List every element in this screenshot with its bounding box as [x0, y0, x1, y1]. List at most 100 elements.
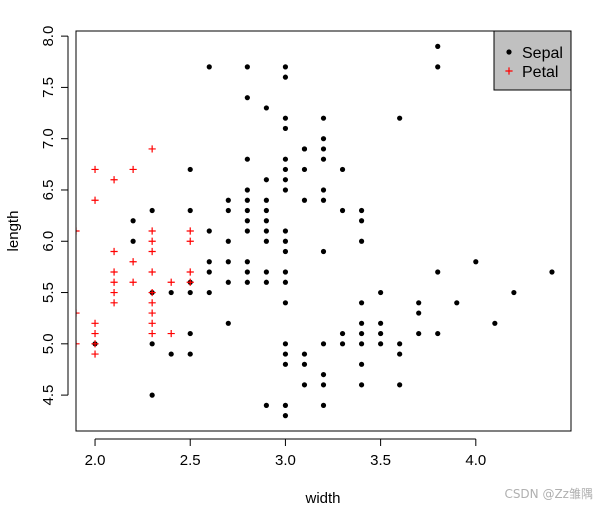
- sepal-point: [492, 320, 498, 326]
- x-tick-label: 3.5: [370, 452, 391, 469]
- legend-label-sepal: Sepal: [522, 45, 563, 62]
- sepal-point: [263, 279, 269, 285]
- petal-point: [186, 278, 194, 286]
- sepal-point: [282, 361, 289, 367]
- x-tick-label: 2.5: [180, 452, 201, 469]
- sepal-point: [282, 269, 289, 275]
- petal-point: [129, 278, 137, 286]
- sepal-point: [511, 289, 517, 296]
- sepal-point: [282, 187, 289, 193]
- watermark: CSDN @Zz雏隅: [504, 487, 593, 501]
- sepal-point: [263, 105, 269, 111]
- sepal-point: [301, 146, 308, 152]
- sepal-point: [339, 207, 346, 214]
- petal-point: [186, 237, 194, 245]
- sepal-point: [282, 228, 289, 234]
- sepal-point: [416, 300, 422, 306]
- petal-point: [186, 227, 194, 235]
- petal-point: [129, 258, 137, 266]
- sepal-point: [320, 156, 327, 162]
- petal-point: [148, 309, 156, 317]
- sepal-point: [339, 341, 346, 347]
- x-tick-label: 3.0: [275, 452, 296, 469]
- sepal-point: [263, 238, 269, 244]
- sepal-point: [549, 269, 555, 275]
- sepal-point: [225, 279, 231, 285]
- sepal-point: [263, 228, 269, 234]
- legend-box: [493, 30, 572, 91]
- sepal-point: [263, 177, 269, 183]
- petal-point: [110, 176, 118, 184]
- y-tick-label: 5.5: [40, 282, 57, 303]
- sepal-point: [320, 382, 327, 388]
- sepal-point: [263, 207, 269, 214]
- sepal-point: [358, 330, 365, 337]
- sepal-point: [320, 115, 327, 121]
- sepal-point: [397, 341, 403, 347]
- sepal-point: [358, 382, 365, 388]
- sepal-point: [320, 136, 327, 142]
- sepal-point: [282, 413, 289, 419]
- sepal-point: [244, 218, 250, 224]
- petal-point: [186, 268, 194, 276]
- sepal-point: [358, 361, 365, 367]
- sepal-point: [282, 402, 289, 408]
- y-tick-label: 4.5: [40, 385, 57, 406]
- sepal-point: [206, 269, 212, 275]
- sepal-point: [301, 197, 308, 203]
- sepal-point: [168, 351, 174, 357]
- sepal-point: [282, 279, 289, 285]
- petal-point: [76, 340, 80, 348]
- petal-point: [110, 288, 118, 297]
- sepal-point: [187, 330, 193, 337]
- petal-point: [167, 278, 175, 286]
- petal-point: [148, 288, 156, 297]
- sepal-point: [378, 341, 384, 347]
- petal-point: [148, 268, 156, 276]
- sepal-point: [378, 330, 384, 337]
- sepal-point: [130, 238, 136, 244]
- data-points: [76, 43, 555, 419]
- sepal-point: [149, 207, 155, 214]
- petal-point: [148, 237, 156, 245]
- sepal-point: [358, 341, 365, 347]
- sepal-point: [282, 248, 289, 255]
- sepal-point: [244, 95, 250, 101]
- sepal-point: [358, 300, 365, 306]
- sepal-point: [282, 125, 289, 132]
- sepal-point: [282, 300, 289, 306]
- sepal-point: [301, 351, 308, 357]
- sepal-point: [263, 269, 269, 275]
- sepal-point: [282, 351, 289, 357]
- sepal-point: [206, 228, 212, 234]
- sepal-point: [187, 166, 193, 173]
- sepal-point: [301, 361, 308, 367]
- sepal-point: [225, 238, 231, 244]
- sepal-point: [301, 382, 308, 388]
- x-tick-label: 4.0: [465, 452, 486, 469]
- sepal-point: [320, 371, 327, 378]
- legend-label-petal: Petal: [522, 64, 558, 81]
- sepal-point: [187, 351, 193, 357]
- y-tick-label: 6.0: [40, 231, 57, 252]
- petal-point: [110, 278, 118, 286]
- sepal-point: [206, 259, 212, 265]
- sepal-point: [244, 187, 250, 193]
- sepal-point: [397, 115, 403, 121]
- sepal-point: [435, 64, 441, 70]
- sepal-point: [282, 64, 289, 70]
- series-petal: [76, 145, 194, 358]
- sepal-point: [435, 330, 441, 337]
- x-tick-label: 2.0: [85, 452, 106, 469]
- sepal-point: [263, 197, 269, 203]
- sepal-point: [320, 187, 327, 193]
- sepal-point: [320, 146, 327, 152]
- sepal-point: [378, 289, 384, 296]
- sepal-point: [282, 74, 289, 80]
- petal-point: [148, 145, 156, 153]
- sepal-point: [244, 207, 250, 214]
- sepal-point: [397, 351, 403, 357]
- petal-point: [167, 329, 175, 338]
- sepal-point: [282, 177, 289, 183]
